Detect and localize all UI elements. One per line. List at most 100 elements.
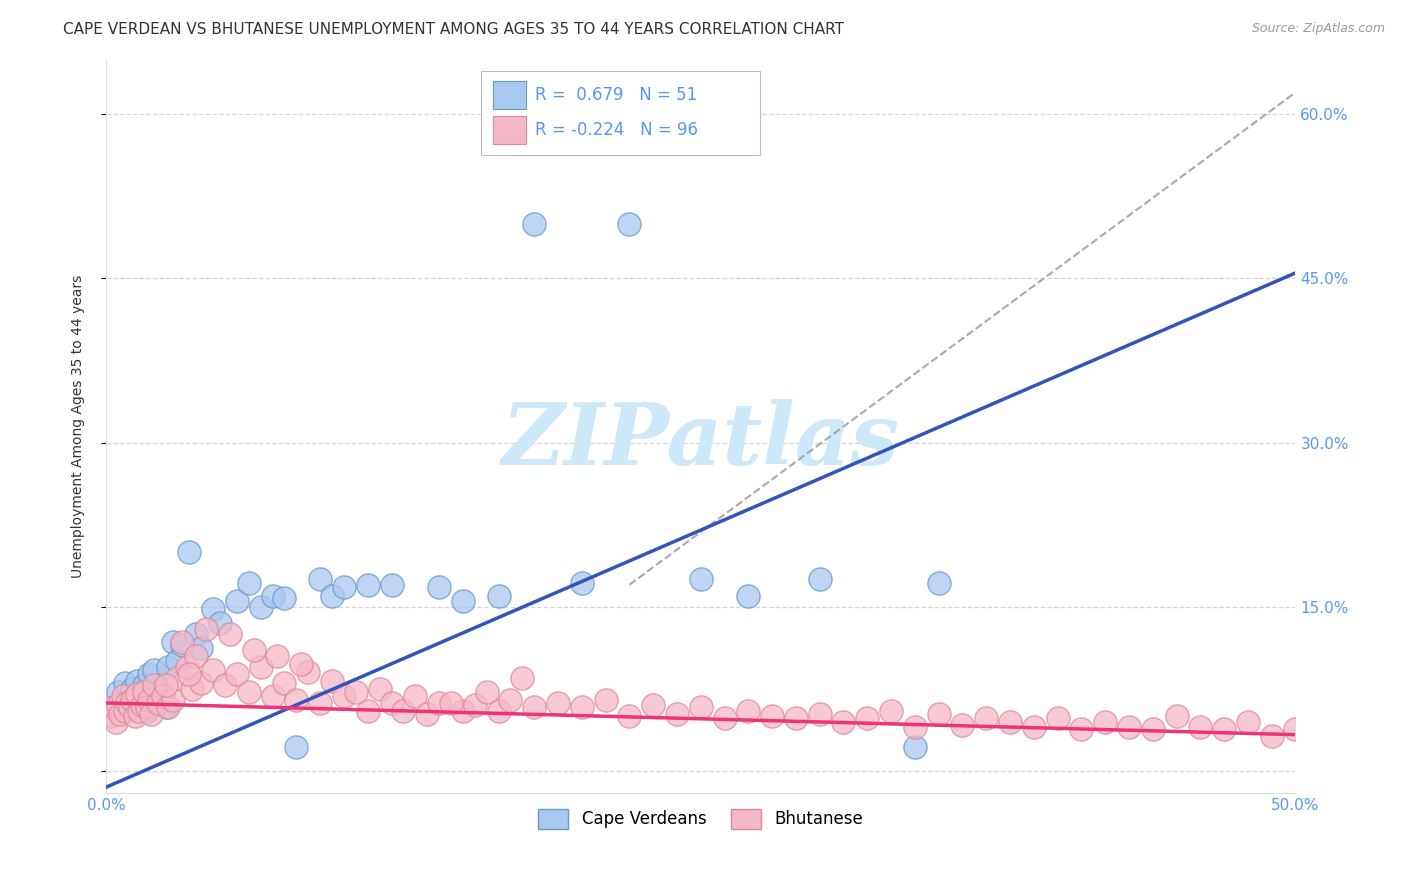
Point xyxy=(238,685,260,699)
Point xyxy=(512,671,534,685)
Point xyxy=(135,704,157,718)
Point xyxy=(148,685,170,699)
Point xyxy=(117,696,139,710)
Point xyxy=(1260,729,1282,743)
Point xyxy=(179,667,201,681)
Point xyxy=(785,711,807,725)
Point xyxy=(440,696,463,710)
Point xyxy=(464,698,486,712)
Point xyxy=(619,709,641,723)
Point xyxy=(928,575,950,590)
Point xyxy=(427,580,450,594)
Point xyxy=(643,698,665,712)
Point xyxy=(309,696,332,710)
Point xyxy=(266,648,288,663)
Point xyxy=(619,217,641,231)
Point xyxy=(138,692,160,706)
Point xyxy=(134,685,156,699)
Point xyxy=(547,696,569,710)
Point xyxy=(156,700,179,714)
FancyBboxPatch shape xyxy=(481,70,761,155)
Point xyxy=(904,739,927,754)
Point xyxy=(166,654,188,668)
Point xyxy=(176,660,198,674)
Point xyxy=(761,709,783,723)
Point xyxy=(928,706,950,721)
Point xyxy=(262,589,284,603)
Point xyxy=(202,663,225,677)
Point xyxy=(190,641,212,656)
Point xyxy=(186,627,208,641)
Point xyxy=(121,692,143,706)
Point xyxy=(172,638,194,652)
Point xyxy=(665,706,688,721)
Point xyxy=(357,704,380,718)
Point xyxy=(100,709,122,723)
Point xyxy=(166,671,188,685)
Point xyxy=(118,700,141,714)
Point xyxy=(117,696,139,710)
Point xyxy=(1189,720,1212,734)
Point xyxy=(190,676,212,690)
Point xyxy=(488,589,510,603)
Point xyxy=(689,700,711,714)
Point xyxy=(172,634,194,648)
Point xyxy=(186,648,208,663)
Point xyxy=(218,627,240,641)
Point xyxy=(125,687,148,701)
Bar xyxy=(492,81,526,109)
Point xyxy=(131,698,153,712)
Legend: Cape Verdeans, Bhutanese: Cape Verdeans, Bhutanese xyxy=(531,802,870,836)
Point xyxy=(475,685,498,699)
Point xyxy=(162,634,184,648)
Point xyxy=(344,685,367,699)
Point xyxy=(499,692,522,706)
Point xyxy=(155,678,177,692)
Point xyxy=(273,591,295,605)
Point xyxy=(249,599,271,614)
Text: R = -0.224   N = 96: R = -0.224 N = 96 xyxy=(536,121,699,139)
Point xyxy=(225,667,247,681)
Point xyxy=(1237,714,1260,729)
Point xyxy=(134,678,156,692)
Text: CAPE VERDEAN VS BHUTANESE UNEMPLOYMENT AMONG AGES 35 TO 44 YEARS CORRELATION CHA: CAPE VERDEAN VS BHUTANESE UNEMPLOYMENT A… xyxy=(63,22,844,37)
Point xyxy=(225,594,247,608)
Point xyxy=(880,704,903,718)
Point xyxy=(202,602,225,616)
Point xyxy=(904,720,927,734)
Point xyxy=(1046,711,1069,725)
Point xyxy=(808,572,831,586)
Point xyxy=(1022,720,1045,734)
Point xyxy=(1094,714,1116,729)
Point xyxy=(135,700,157,714)
Point xyxy=(713,711,735,725)
Point xyxy=(121,681,143,696)
Point xyxy=(125,674,148,689)
Text: R =  0.679   N = 51: R = 0.679 N = 51 xyxy=(536,86,697,103)
Point xyxy=(416,706,439,721)
Point xyxy=(155,700,177,714)
Point xyxy=(297,665,319,680)
Point xyxy=(124,709,146,723)
Point xyxy=(118,690,141,704)
Point xyxy=(285,739,308,754)
Point xyxy=(142,663,165,677)
Point xyxy=(114,676,136,690)
Text: ZIPatlas: ZIPatlas xyxy=(502,399,900,483)
Point xyxy=(107,685,129,699)
Point xyxy=(595,692,617,706)
Point xyxy=(1284,722,1306,736)
Point xyxy=(285,692,308,706)
Point xyxy=(998,714,1021,729)
Point xyxy=(148,696,170,710)
Point xyxy=(152,690,174,704)
Point xyxy=(333,580,356,594)
Point xyxy=(321,589,343,603)
Point xyxy=(952,718,974,732)
Point xyxy=(162,692,184,706)
Point xyxy=(138,667,160,681)
Point xyxy=(380,696,402,710)
Point xyxy=(214,678,236,692)
Point xyxy=(1142,722,1164,736)
Point xyxy=(856,711,879,725)
